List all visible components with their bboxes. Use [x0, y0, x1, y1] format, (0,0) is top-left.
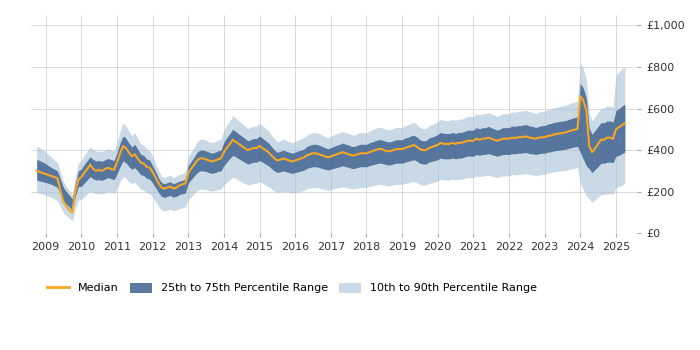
Legend: Median, 25th to 75th Percentile Range, 10th to 90th Percentile Range: Median, 25th to 75th Percentile Range, 1… — [42, 278, 542, 298]
